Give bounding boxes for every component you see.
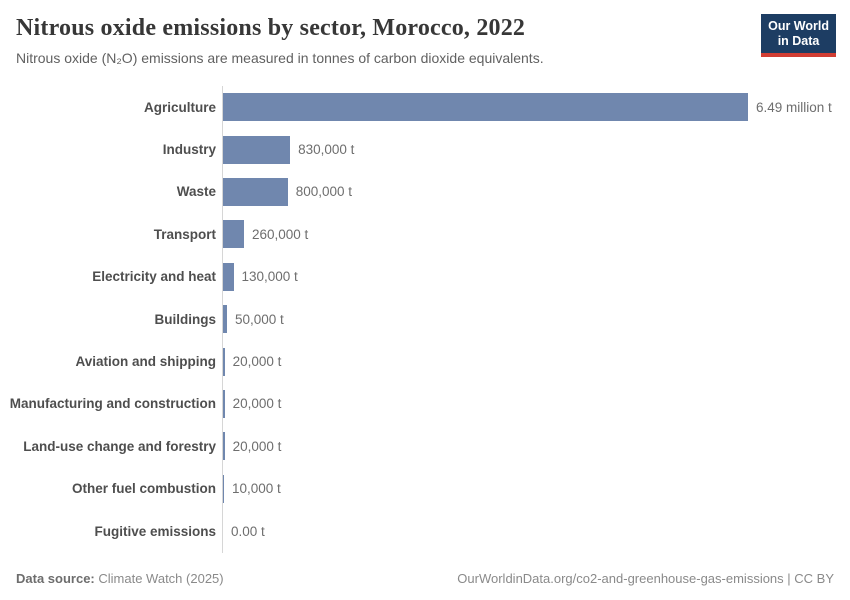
bar-chart-rows: Agriculture 6.49 million t Industry 830,000…: [0, 86, 850, 552]
category-label: Aviation and shipping: [75, 354, 217, 370]
bar[interactable]: [223, 389, 225, 418]
category-label: Manufacturing and construction: [9, 396, 216, 412]
category-label: Agriculture: [143, 99, 216, 115]
category-label: Fugitive emissions: [94, 523, 216, 539]
chart-row: Buildings 50,000 t: [0, 298, 850, 340]
value-label: 260,000 t: [252, 226, 309, 242]
chart-row: Fugitive emissions 0.00 t: [0, 510, 850, 552]
bar[interactable]: [223, 93, 748, 122]
page-title: Nitrous oxide emissions by sector, Moroc…: [16, 15, 526, 41]
data-source: Data source: Climate Watch (2025): [16, 571, 224, 586]
value-label: 800,000 t: [295, 184, 352, 200]
bar[interactable]: [223, 432, 225, 461]
value-label: 10,000 t: [232, 481, 281, 497]
category-label: Electricity and heat: [92, 269, 216, 285]
chart-footer: Data source: Climate Watch (2025) OurWor…: [16, 571, 834, 586]
value-label: 6.49 million t: [756, 99, 832, 115]
chart-header: Nitrous oxide emissions by sector, Moroc…: [0, 0, 850, 66]
chart-row: Agriculture 6.49 million t: [0, 86, 850, 128]
bar[interactable]: [223, 177, 288, 206]
value-label: 0.00 t: [231, 523, 265, 539]
value-label: 50,000 t: [235, 311, 284, 327]
data-source-label: Data source:: [16, 571, 95, 586]
owid-logo-line1: Our World: [768, 19, 829, 33]
chart-row: Electricity and heat 130,000 t: [0, 256, 850, 298]
chart-row: Land-use change and forestry 20,000 t: [0, 425, 850, 467]
chart-row: Aviation and shipping 20,000 t: [0, 340, 850, 382]
category-label: Transport: [153, 226, 216, 242]
owid-logo[interactable]: Our World in Data: [761, 14, 836, 57]
data-source-value: Climate Watch (2025): [98, 571, 224, 586]
bar[interactable]: [223, 347, 225, 376]
category-label: Land-use change and forestry: [23, 438, 216, 454]
attribution-link[interactable]: OurWorldinData.org/co2-and-greenhouse-ga…: [457, 571, 834, 586]
category-label: Buildings: [154, 311, 217, 327]
chart-subtitle: Nitrous oxide (N₂O) emissions are measur…: [16, 50, 544, 66]
chart-row: Transport 260,000 t: [0, 213, 850, 255]
bar-chart: Agriculture 6.49 million t Industry 830,000…: [0, 86, 850, 553]
value-label: 20,000 t: [232, 354, 282, 370]
chart-row: Other fuel combustion 10,000 t: [0, 468, 850, 510]
bar[interactable]: [223, 474, 224, 503]
chart-row: Industry 830,000 t: [0, 128, 850, 170]
bar[interactable]: [223, 262, 234, 291]
category-label: Other fuel combustion: [71, 481, 216, 497]
bar[interactable]: [223, 305, 227, 334]
value-label: 830,000 t: [298, 142, 355, 158]
value-label: 20,000 t: [232, 396, 282, 412]
category-label: Waste: [176, 184, 216, 200]
bar[interactable]: [223, 220, 244, 249]
y-axis-line: [222, 86, 223, 553]
value-label: 130,000 t: [241, 269, 298, 285]
value-label: 20,000 t: [232, 438, 282, 454]
bar[interactable]: [223, 135, 291, 164]
chart-row: Manufacturing and construction 20,000 t: [0, 383, 850, 425]
category-label: Industry: [162, 142, 216, 158]
owid-logo-line2: in Data: [777, 33, 820, 48]
chart-row: Waste 800,000 t: [0, 171, 850, 213]
